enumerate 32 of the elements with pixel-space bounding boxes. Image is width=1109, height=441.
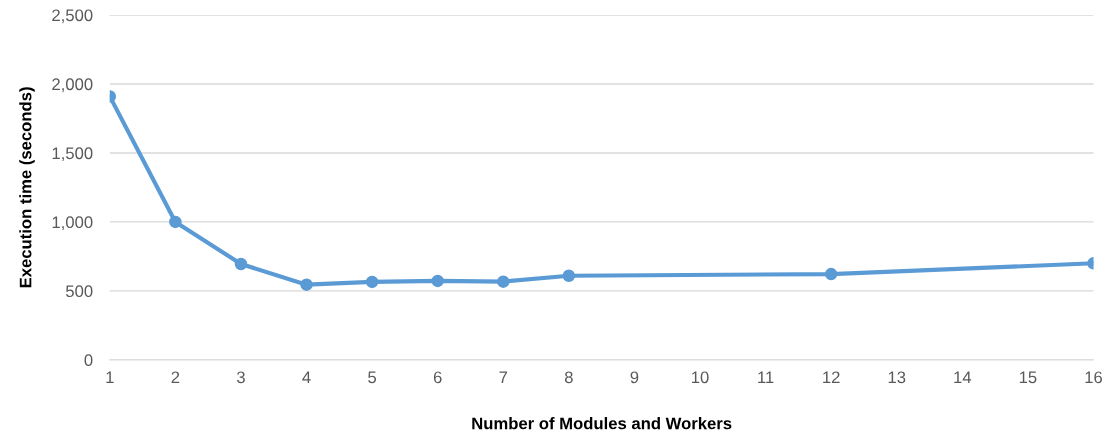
y-axis-title: Execution time (seconds) bbox=[19, 87, 35, 288]
point bbox=[824, 267, 838, 281]
point bbox=[497, 275, 510, 288]
x-tick-label: 14 bbox=[954, 371, 972, 384]
point bbox=[169, 215, 182, 229]
x-tick-label: 13 bbox=[888, 371, 906, 384]
x-tick-label: 8 bbox=[564, 371, 573, 384]
x-tick-label: 12 bbox=[823, 371, 840, 384]
x-tick-label: 5 bbox=[368, 371, 377, 384]
x-tick-label: 3 bbox=[236, 371, 245, 384]
x-tick-label: 16 bbox=[1085, 371, 1103, 384]
y-tick-label: 1,500 bbox=[52, 147, 93, 162]
y-tick-label: 2,000 bbox=[52, 78, 93, 93]
x-tick-label: 1 bbox=[106, 371, 114, 384]
x-tick-label: 11 bbox=[758, 371, 774, 384]
y-tick-label: 1,000 bbox=[52, 216, 93, 231]
point bbox=[365, 275, 379, 289]
y-tick-label: 0 bbox=[84, 354, 93, 367]
x-tick-label: 9 bbox=[630, 371, 639, 384]
x-tick-label: 15 bbox=[1019, 371, 1037, 384]
x-tick-label: 2 bbox=[171, 371, 180, 384]
point bbox=[431, 274, 444, 288]
point bbox=[562, 269, 576, 282]
y-tick-label: 500 bbox=[65, 285, 93, 298]
y-tick-label: 2,500 bbox=[52, 9, 93, 24]
x-tick-label: 10 bbox=[692, 371, 709, 384]
point bbox=[234, 257, 248, 271]
point bbox=[300, 278, 313, 291]
x-axis-title: Number of Modules and Workers bbox=[472, 417, 732, 430]
x-tick-label: 6 bbox=[433, 371, 442, 384]
x-tick-label: 4 bbox=[302, 371, 311, 384]
x-tick-label: 7 bbox=[499, 371, 508, 384]
